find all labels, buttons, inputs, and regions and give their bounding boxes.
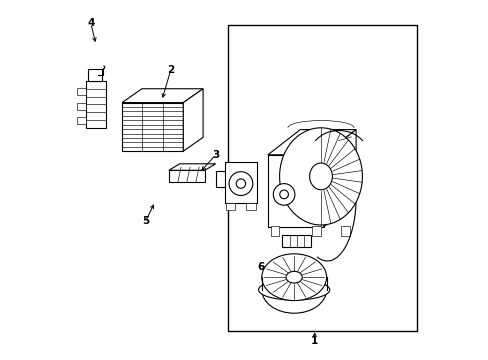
Text: 5: 5 xyxy=(142,216,149,226)
Circle shape xyxy=(228,172,252,195)
Ellipse shape xyxy=(279,128,362,225)
Bar xyxy=(267,155,323,227)
Bar xyxy=(77,117,86,125)
Polygon shape xyxy=(168,170,204,182)
Bar xyxy=(228,25,416,331)
Bar xyxy=(340,226,349,236)
Text: 1: 1 xyxy=(310,336,318,346)
Circle shape xyxy=(273,184,294,205)
Bar xyxy=(88,69,102,81)
Ellipse shape xyxy=(258,279,329,300)
Bar xyxy=(77,88,86,95)
Ellipse shape xyxy=(309,163,332,190)
Ellipse shape xyxy=(261,254,326,301)
Bar xyxy=(282,235,310,247)
Bar xyxy=(77,103,86,110)
Polygon shape xyxy=(122,89,203,103)
Bar xyxy=(311,226,320,236)
Bar xyxy=(86,81,106,128)
Circle shape xyxy=(236,179,245,188)
Ellipse shape xyxy=(285,271,302,283)
Text: 4: 4 xyxy=(87,18,94,28)
Circle shape xyxy=(279,190,288,199)
Polygon shape xyxy=(183,89,203,151)
Bar xyxy=(270,226,279,236)
Text: 3: 3 xyxy=(212,150,219,160)
Polygon shape xyxy=(168,164,215,170)
Polygon shape xyxy=(267,130,355,155)
Polygon shape xyxy=(122,103,183,151)
Text: 2: 2 xyxy=(167,65,174,75)
Text: 6: 6 xyxy=(257,262,264,272)
Bar xyxy=(225,203,235,210)
Bar xyxy=(224,162,257,203)
Bar xyxy=(246,203,255,210)
Polygon shape xyxy=(323,130,355,227)
Ellipse shape xyxy=(261,266,326,313)
